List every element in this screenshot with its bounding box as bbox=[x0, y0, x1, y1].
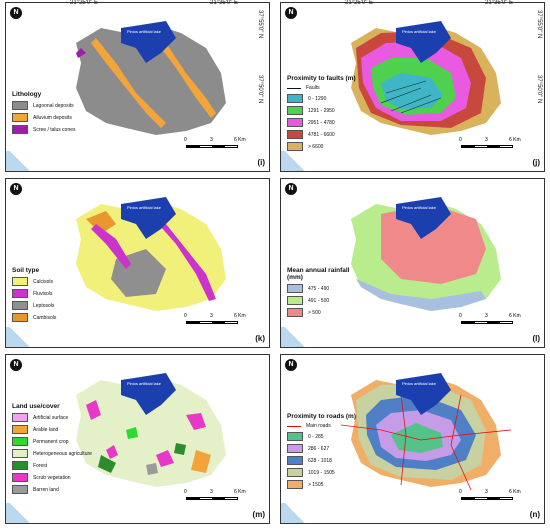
sea-area bbox=[6, 503, 34, 523]
legend-title: Land use/cover bbox=[12, 403, 60, 410]
panel-label: (m) bbox=[252, 510, 265, 519]
map-panel-landuse: N Pinios artificial lake Land use/cover … bbox=[5, 354, 270, 524]
coord-lat-2: 37°50'0" N bbox=[257, 75, 263, 104]
legend-item: 286 - 627 bbox=[287, 444, 356, 453]
soil-map bbox=[76, 197, 226, 311]
legend-item: Lagoonal deposits bbox=[12, 101, 76, 110]
roads-map bbox=[340, 373, 512, 491]
legend-item: Artificial surface bbox=[12, 413, 92, 422]
legend-item: Cambisols bbox=[12, 313, 56, 322]
coord-lon-1: 21°25'0" E bbox=[345, 0, 374, 6]
legend-item: > 1505 bbox=[287, 480, 356, 489]
north-arrow-icon: N bbox=[285, 7, 297, 19]
north-arrow-icon: N bbox=[10, 7, 22, 19]
lithology-map bbox=[76, 21, 226, 135]
legend-title: Proximity to faults (m) bbox=[287, 75, 356, 82]
legend-item: Faults bbox=[287, 85, 356, 91]
panel-label: (i) bbox=[257, 158, 265, 167]
lake-label: Pinios artificial lake bbox=[401, 381, 436, 386]
legend-title: Lithology bbox=[12, 91, 42, 98]
legend-lithology: Lithology Lagoonal deposits Alluvium dep… bbox=[12, 91, 76, 137]
legend-item: 0 - 1290 bbox=[287, 94, 356, 103]
legend-item: 0 - 285 bbox=[287, 432, 356, 441]
north-arrow-icon: N bbox=[285, 183, 297, 195]
legend-item: Barren land bbox=[12, 485, 92, 494]
north-arrow-icon: N bbox=[10, 183, 22, 195]
sea-area bbox=[281, 151, 309, 171]
legend-item: Permanent crop bbox=[12, 437, 92, 446]
legend-soil: Soil type Calcisols Fluvisols Leptosols … bbox=[12, 267, 56, 325]
panel-label: (n) bbox=[529, 510, 540, 519]
legend-item: 475 - 490 bbox=[287, 284, 357, 293]
legend-item: > 6600 bbox=[287, 142, 356, 151]
coord-lon-1: 21°25'0" E bbox=[70, 0, 99, 6]
legend-item: Arable land bbox=[12, 425, 92, 434]
north-arrow-icon: N bbox=[285, 359, 297, 371]
rainfall-map bbox=[351, 197, 501, 311]
coord-lon-2: 21°35'0" E bbox=[485, 0, 514, 6]
legend-item: > 500 bbox=[287, 308, 357, 317]
map-panel-lithology: N Pinios artificial lake Lithology Lagoo… bbox=[5, 2, 270, 172]
sea-area bbox=[6, 327, 34, 347]
coord-lat-1: 37°55'0" N bbox=[257, 10, 263, 39]
legend-item: Main roads bbox=[287, 423, 356, 429]
legend-roads: Proximity to roads (m) Main roads 0 - 28… bbox=[287, 413, 356, 492]
legend-item: Scree / talus cones bbox=[12, 125, 76, 134]
legend-item: 4781 - 6600 bbox=[287, 130, 356, 139]
coord-lat-1: 37°55'0" N bbox=[536, 10, 542, 39]
legend-item: Calcisols bbox=[12, 277, 56, 286]
legend-rainfall: Mean annual rainfall (mm) 475 - 490 491 … bbox=[287, 267, 357, 320]
panel-label: (l) bbox=[532, 334, 540, 343]
map-panel-faults: N Pinios artificial lake Proximity to fa… bbox=[280, 2, 545, 172]
panel-label: (j) bbox=[532, 158, 540, 167]
coord-lat-2: 37°50'0" N bbox=[536, 75, 542, 104]
faults-map bbox=[351, 21, 501, 135]
legend-item: Scrub vegetation bbox=[12, 473, 92, 482]
north-arrow-icon: N bbox=[10, 359, 22, 371]
landuse-map bbox=[76, 373, 226, 487]
map-panel-roads: N Pinios artificial lake Proximity to ro… bbox=[280, 354, 545, 524]
legend-landuse: Land use/cover Artificial surface Arable… bbox=[12, 403, 92, 497]
panel-label: (k) bbox=[255, 334, 265, 343]
sea-area bbox=[281, 327, 309, 347]
legend-item: Fluvisols bbox=[12, 289, 56, 298]
lake-label: Pinios artificial lake bbox=[401, 205, 436, 210]
lake-label: Pinios artificial lake bbox=[401, 29, 436, 34]
legend-faults: Proximity to faults (m) Faults 0 - 1290 … bbox=[287, 75, 356, 154]
legend-title: Soil type bbox=[12, 267, 40, 274]
map-panel-soil: N Pinios artificial lake Soil type Calci… bbox=[5, 178, 270, 348]
lake-label: Pinios artificial lake bbox=[126, 381, 161, 386]
lake-label: Pinios artificial lake bbox=[126, 29, 161, 34]
legend-item: 1019 - 1505 bbox=[287, 468, 356, 477]
legend-item: 1291 - 2950 bbox=[287, 106, 356, 115]
legend-title: Mean annual rainfall (mm) bbox=[287, 267, 350, 281]
legend-item: 2951 - 4780 bbox=[287, 118, 356, 127]
sea-area bbox=[6, 151, 34, 171]
legend-item: Forest bbox=[12, 461, 92, 470]
legend-item: 628 - 1018 bbox=[287, 456, 356, 465]
lake-label: Pinios artificial lake bbox=[126, 205, 161, 210]
legend-title: Proximity to roads (m) bbox=[287, 413, 356, 420]
map-panel-rainfall: N Pinios artificial lake Mean annual rai… bbox=[280, 178, 545, 348]
coord-lon-2: 21°35'0" E bbox=[210, 0, 239, 6]
legend-item: Heterogeneous agriculture bbox=[12, 449, 92, 458]
legend-item: Alluvium deposits bbox=[12, 113, 76, 122]
legend-item: Leptosols bbox=[12, 301, 56, 310]
sea-area bbox=[281, 503, 309, 523]
legend-item: 491 - 500 bbox=[287, 296, 357, 305]
